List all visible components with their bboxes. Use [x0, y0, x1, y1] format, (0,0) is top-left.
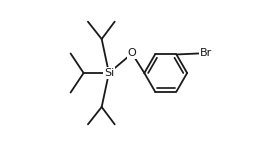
Text: Si: Si [104, 68, 114, 78]
Text: O: O [128, 48, 136, 59]
Text: Br: Br [200, 48, 212, 59]
